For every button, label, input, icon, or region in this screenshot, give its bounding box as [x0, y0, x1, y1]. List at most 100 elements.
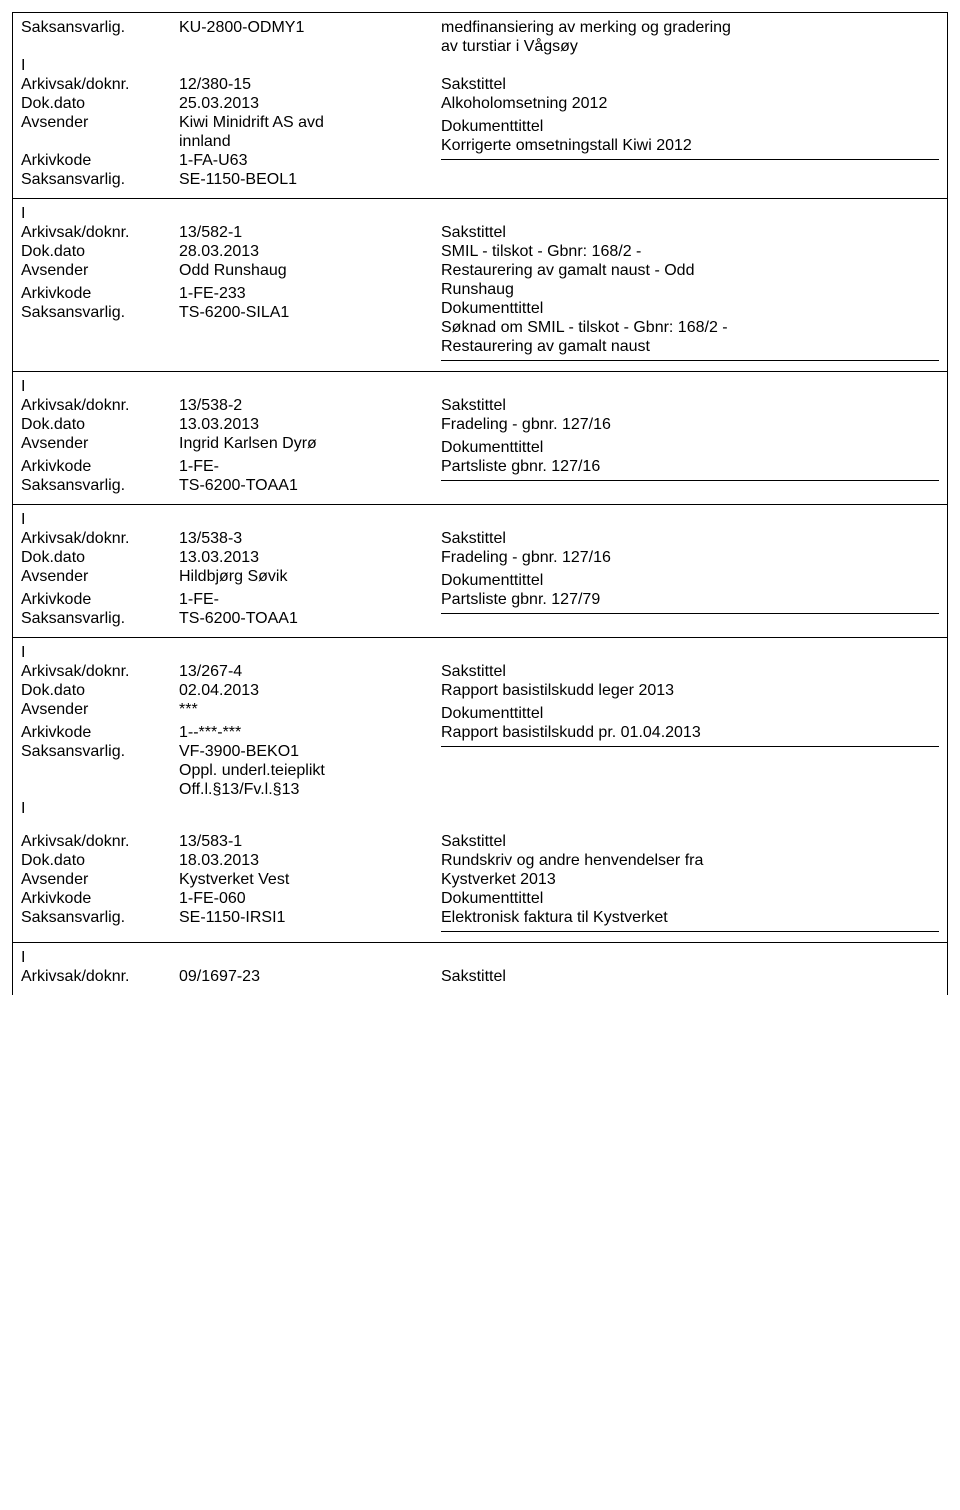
- dokdato-value: 02.04.2013: [179, 682, 441, 700]
- pre-desc-line: medfinansiering av merking og gradering: [441, 19, 939, 37]
- saksansvarlig-label: Saksansvarlig.: [21, 743, 179, 761]
- dokdato-label: Dok.dato: [21, 852, 179, 870]
- doktittel-line: Korrigerte omsetningstall Kiwi 2012: [441, 137, 939, 155]
- avsender-label: Avsender: [21, 568, 179, 586]
- saksansvarlig-value: TS-6200-TOAA1: [179, 610, 441, 628]
- saksansvarlig-value: KU-2800-ODMY1: [179, 19, 441, 37]
- i-marker: I: [21, 57, 179, 75]
- dokdato-value: 18.03.2013: [179, 852, 441, 870]
- arkivsak-value: 13/538-3: [179, 530, 441, 548]
- pre-desc-line: av turstiar i Vågsøy: [441, 38, 939, 56]
- saksansvarlig-value: TS-6200-TOAA1: [179, 477, 441, 495]
- saksansvarlig-label: Saksansvarlig.: [21, 610, 179, 628]
- avsender-value: Kiwi Minidrift AS avd: [179, 114, 441, 132]
- journal-record: I Arkivsak/doknr.09/1697-23 Sakstittel: [12, 943, 948, 995]
- arkivkode-label: Arkivkode: [21, 591, 179, 609]
- separator-rule: [441, 360, 939, 361]
- arkivsak-value: 13/267-4: [179, 663, 441, 681]
- avsender-label: Avsender: [21, 871, 179, 889]
- i-marker: I: [21, 644, 179, 662]
- arkivkode-value: 1-FE-060: [179, 890, 441, 908]
- avsender-label: Avsender: [21, 701, 179, 719]
- arkivkode-label: Arkivkode: [21, 890, 179, 908]
- i-marker: I: [21, 511, 179, 529]
- sakstittel-line: Fradeling - gbnr. 127/16: [441, 416, 939, 434]
- saksansvarlig-label: Saksansvarlig.: [21, 477, 179, 495]
- avsender-value: ***: [179, 701, 441, 719]
- sakstittel-line: Fradeling - gbnr. 127/16: [441, 549, 939, 567]
- extra-line: Off.l.§13/Fv.l.§13: [179, 781, 441, 799]
- dokumenttittel-label: Dokumenttittel: [441, 705, 939, 723]
- arkivsak-label: Arkivsak/doknr.: [21, 224, 179, 242]
- doktittel-line: Partsliste gbnr. 127/16: [441, 458, 939, 476]
- separator-rule: [441, 931, 939, 932]
- doktittel-line: Rapport basistilskudd pr. 01.04.2013: [441, 724, 939, 742]
- sakstittel-line: SMIL - tilskot - Gbnr: 168/2 -: [441, 243, 939, 261]
- arkivkode-label: Arkivkode: [21, 152, 179, 170]
- dokdato-label: Dok.dato: [21, 682, 179, 700]
- sakstittel-line: Rapport basistilskudd leger 2013: [441, 682, 939, 700]
- arkivsak-label: Arkivsak/doknr.: [21, 397, 179, 415]
- arkivsak-label: Arkivsak/doknr.: [21, 530, 179, 548]
- separator-rule: [441, 159, 939, 160]
- avsender-value: Hildbjørg Søvik: [179, 568, 441, 586]
- dokdato-label: Dok.dato: [21, 549, 179, 567]
- arkivsak-label: Arkivsak/doknr.: [21, 833, 179, 851]
- saksansvarlig-value: SE-1150-BEOL1: [179, 171, 441, 189]
- avsender-value: Kystverket Vest: [179, 871, 441, 889]
- arkivkode-value: 1-FE-: [179, 458, 441, 476]
- saksansvarlig-label: Saksansvarlig.: [21, 171, 179, 189]
- arkivkode-label: Arkivkode: [21, 724, 179, 742]
- separator-rule: [441, 613, 939, 614]
- saksansvarlig-value: VF-3900-BEKO1: [179, 743, 441, 761]
- arkivkode-value: 1--***-***: [179, 724, 441, 742]
- avsender-value: innland: [179, 133, 441, 151]
- i-marker: I: [21, 205, 179, 223]
- separator-rule: [441, 480, 939, 481]
- journal-record: I Arkivsak/doknr.13/538-3 Dok.dato13.03.…: [12, 505, 948, 638]
- dokdato-label: Dok.dato: [21, 416, 179, 434]
- journal-record: I Arkivsak/doknr.13/267-4 Dok.dato02.04.…: [12, 638, 948, 827]
- journal-record: Saksansvarlig. KU-2800-ODMY1 medfinansie…: [12, 12, 948, 199]
- arkivsak-value: 09/1697-23: [179, 968, 441, 986]
- dokdato-label: Dok.dato: [21, 243, 179, 261]
- sakstittel-line: Alkoholomsetning 2012: [441, 95, 939, 113]
- avsender-label: Avsender: [21, 262, 179, 280]
- sakstittel-line: Restaurering av gamalt naust - Odd: [441, 262, 939, 280]
- saksansvarlig-value: TS-6200-SILA1: [179, 304, 441, 322]
- sakstittel-label: Sakstittel: [441, 833, 939, 851]
- dokdato-label: Dok.dato: [21, 95, 179, 113]
- dokdato-value: 28.03.2013: [179, 243, 441, 261]
- avsender-label: Avsender: [21, 114, 179, 132]
- arkivsak-value: 13/538-2: [179, 397, 441, 415]
- i-marker: I: [21, 949, 179, 967]
- arkivsak-label: Arkivsak/doknr.: [21, 76, 179, 94]
- doktittel-line: Søknad om SMIL - tilskot - Gbnr: 168/2 -: [441, 319, 939, 337]
- arkivsak-value: 13/582-1: [179, 224, 441, 242]
- journal-record: I Arkivsak/doknr.13/538-2 Dok.dato13.03.…: [12, 372, 948, 505]
- arkivsak-value: 12/380-15: [179, 76, 441, 94]
- sakstittel-label: Sakstittel: [441, 663, 939, 681]
- sakstittel-line: Rundskriv og andre henvendelser fra: [441, 852, 939, 870]
- sakstittel-label: Sakstittel: [441, 530, 939, 548]
- doktittel-line: Elektronisk faktura til Kystverket: [441, 909, 939, 927]
- sakstittel-label: Sakstittel: [441, 397, 939, 415]
- arkivsak-value: 13/583-1: [179, 833, 441, 851]
- dokumenttittel-label: Dokumenttittel: [441, 890, 939, 908]
- sakstittel-label: Sakstittel: [441, 968, 939, 986]
- sakstittel-line: Kystverket 2013: [441, 871, 939, 889]
- dokumenttittel-label: Dokumenttittel: [441, 439, 939, 457]
- arkivkode-label: Arkivkode: [21, 458, 179, 476]
- avsender-label: Avsender: [21, 435, 179, 453]
- sakstittel-label: Sakstittel: [441, 76, 939, 94]
- dokumenttittel-label: Dokumenttittel: [441, 118, 939, 136]
- saksansvarlig-label: Saksansvarlig.: [21, 19, 179, 37]
- doktittel-line: Partsliste gbnr. 127/79: [441, 591, 939, 609]
- extra-line: Oppl. underl.teieplikt: [179, 762, 441, 780]
- arkivkode-label: Arkivkode: [21, 285, 179, 303]
- i-marker: I: [21, 378, 179, 396]
- i-marker: I: [21, 800, 179, 818]
- avsender-value: Odd Runshaug: [179, 262, 441, 280]
- dokdato-value: 25.03.2013: [179, 95, 441, 113]
- arkivsak-label: Arkivsak/doknr.: [21, 663, 179, 681]
